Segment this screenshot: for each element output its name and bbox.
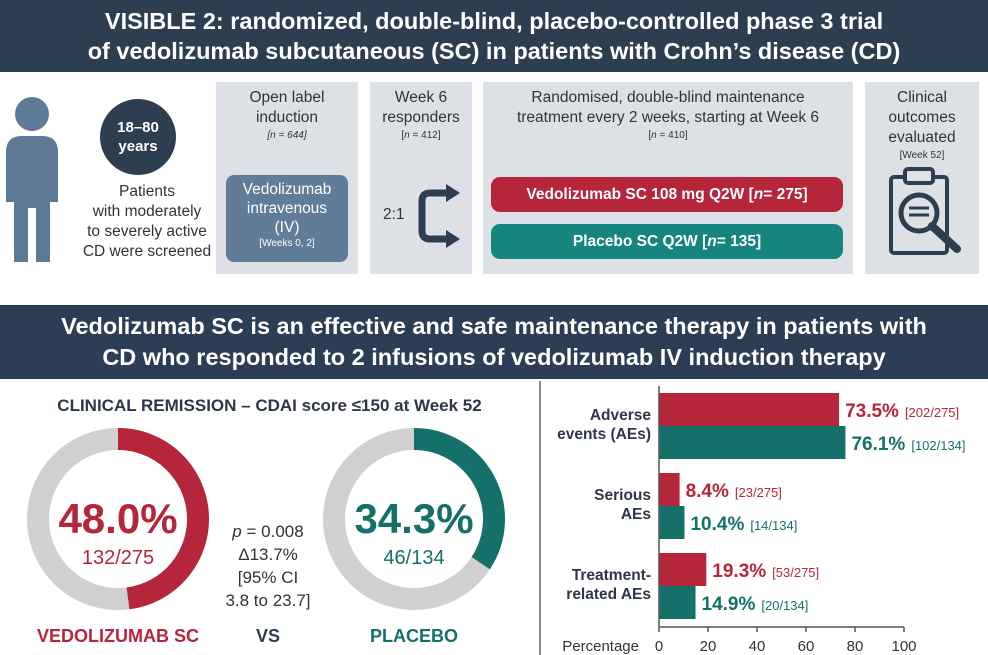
- x-tick-label: 20: [700, 638, 717, 655]
- patients-text: Patients with moderately to severely act…: [62, 182, 232, 262]
- responders-line-1: Week 6: [394, 89, 448, 106]
- donut-group-label: VEDOLIZUMAB SC: [37, 626, 199, 646]
- maintenance-n: [n = 410]: [648, 130, 688, 141]
- bar: [659, 506, 685, 539]
- donut-percent-label: 48.0%: [58, 495, 177, 542]
- responders-line-2: responders: [382, 109, 460, 126]
- conclusion-line-1: Vedolizumab SC is an effective and safe …: [61, 313, 927, 339]
- bar: [659, 473, 680, 506]
- bar-category-label: Serious: [594, 487, 651, 504]
- x-tick-label: 60: [798, 638, 815, 655]
- ci-range: 3.8 to 23.7]: [225, 591, 311, 610]
- age-circle: 18–80 years: [100, 99, 176, 175]
- donut-value-arc: [117, 428, 209, 610]
- p-value: p = 0.008: [213, 520, 323, 543]
- outcomes-week: [Week 52]: [899, 150, 945, 161]
- conclusion-line-2: CD who responded to 2 infusions of vedol…: [102, 344, 886, 370]
- randomisation-ratio: 2:1: [383, 206, 405, 223]
- outcomes-title: Clinical outcomes evaluated: [865, 88, 979, 148]
- age-range: 18–80: [117, 119, 159, 136]
- bar-value-label: 14.9% [20/134]: [702, 594, 809, 615]
- donut-fraction-label: 132/275: [82, 547, 154, 569]
- safety-bar-chart: Adverse events (AEs) 73.5% [202/275] 76.1% [1…: [557, 386, 966, 655]
- bar-category-label: related AEs: [566, 586, 651, 603]
- placebo-arm-pill: Placebo SC Q2W [n = 135]: [491, 224, 843, 259]
- donut-fraction-label: 46/134: [383, 547, 444, 569]
- person-icon: [6, 97, 58, 262]
- bar-category-label: AEs: [621, 506, 651, 523]
- bar-category-label: Adverse: [590, 407, 652, 424]
- donut-group-label: PLACEBO: [370, 626, 458, 646]
- bar-value-label: 19.3% [53/275]: [712, 561, 819, 582]
- iv-weeks: [Weeks 0, 2]: [259, 238, 315, 249]
- patients-line-1: Patients: [118, 183, 175, 200]
- bar: [659, 586, 696, 619]
- bar: [659, 553, 707, 586]
- bar-category-label: events (AEs): [557, 426, 651, 443]
- ci-label: [95% CI: [237, 568, 299, 587]
- outcomes-line-1: Clinical: [897, 89, 947, 106]
- bar-value-label: 10.4% [14/134]: [690, 514, 797, 535]
- p-value-text: = 0.008: [246, 522, 304, 541]
- x-tick-label: 0: [655, 638, 663, 655]
- top-title-banner: VISIBLE 2: randomized, double-blind, pla…: [0, 0, 988, 72]
- bar-value-label: 73.5% [202/275]: [845, 401, 959, 422]
- donut-percent-label: 34.3%: [354, 495, 473, 542]
- outcomes-line-3: evaluated: [888, 129, 956, 146]
- open-label-line-2: induction: [255, 109, 319, 126]
- remission-title: CLINICAL REMISSION – CDAI score ≤150 at …: [57, 396, 482, 415]
- patients-line-4: CD were screened: [82, 243, 212, 260]
- clipboard-magnifier-icon: [889, 167, 961, 255]
- bar-value-label: 8.4% [23/275]: [686, 481, 782, 502]
- results-divider: [539, 381, 541, 655]
- remission-donut-chart: 48.0% 132/275 VEDOLIZUMAB SC 34.3% 46/134 PLA…: [27, 428, 505, 646]
- title-line-2: of vedolizumab subcutaneous (SC) in pati…: [87, 38, 901, 64]
- responders-title: Week 6 responders: [370, 88, 472, 128]
- bar-value-label: 76.1% [102/134]: [851, 434, 965, 455]
- outcomes-line-2: outcomes: [888, 109, 956, 126]
- age-unit: years: [118, 138, 158, 155]
- bar-category-label: Treatment-: [572, 567, 651, 584]
- p-label: p: [232, 522, 242, 541]
- iv-line-1: Vedolizumab: [242, 181, 332, 198]
- responders-n: [n = 412]: [401, 130, 441, 141]
- vs-label: VS: [256, 626, 280, 646]
- x-tick-label: 80: [847, 638, 864, 655]
- x-tick-label: 100: [891, 638, 916, 655]
- vedolizumab-arm-pill: Vedolizumab SC 108 mg Q2W [n = 275]: [491, 177, 843, 212]
- title-line-1: VISIBLE 2: randomized, double-blind, pla…: [104, 8, 884, 34]
- patients-line-2: with moderately: [92, 203, 202, 220]
- maintenance-line-1: Randomised, double-blind maintenance: [531, 89, 805, 106]
- stats-block: p = 0.008 Δ13.7% [95% CI 3.8 to 23.7]: [213, 520, 323, 612]
- x-axis-label: Percentage: [562, 638, 639, 655]
- open-label-line-1: Open label: [249, 89, 325, 106]
- maintenance-line-2: treatment every 2 weeks, starting at Wee…: [516, 109, 820, 126]
- bar: [659, 393, 840, 426]
- maintenance-title: Randomised, double-blind maintenance tre…: [483, 88, 853, 128]
- donut-value-arc: [413, 428, 505, 570]
- x-tick-label: 40: [749, 638, 766, 655]
- open-label-n: [n = 644]: [267, 130, 307, 141]
- iv-line-2: intravenous: [246, 200, 328, 217]
- iv-box: Vedolizumab intravenous (IV) [Weeks 0, 2…: [226, 175, 348, 262]
- split-arrow-icon: [418, 184, 460, 248]
- iv-line-3: (IV): [274, 219, 300, 236]
- bar: [659, 426, 846, 459]
- patients-line-3: to severely active: [87, 223, 207, 240]
- delta-value: Δ13.7%: [238, 545, 298, 564]
- open-label-title: Open label induction: [216, 88, 358, 128]
- conclusion-banner: Vedolizumab SC is an effective and safe …: [0, 305, 988, 379]
